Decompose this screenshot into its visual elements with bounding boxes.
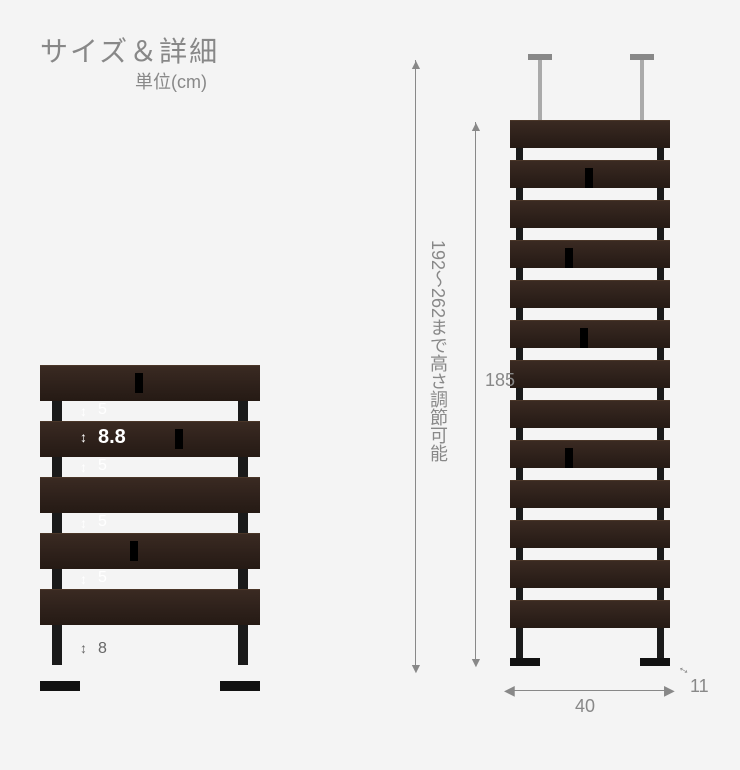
detail-slat bbox=[40, 365, 260, 401]
full-slat bbox=[510, 200, 670, 228]
hook-icon bbox=[565, 248, 573, 268]
full-slat bbox=[510, 360, 670, 388]
full-foot-right bbox=[640, 658, 670, 666]
full-rack bbox=[510, 120, 670, 660]
arrow-vertical-icon: ↕ bbox=[80, 515, 87, 531]
full-slat bbox=[510, 440, 670, 468]
full-slat bbox=[510, 600, 670, 628]
panel-height-label: 185 bbox=[485, 370, 515, 391]
arrow-left-icon: ◀ bbox=[504, 682, 515, 699]
full-slat bbox=[510, 280, 670, 308]
arrow-down-icon: ▼ bbox=[409, 660, 423, 676]
height-range-label: 192～262まで高さ調節可能 bbox=[425, 240, 451, 462]
dim-line-panel bbox=[475, 122, 476, 662]
full-slat bbox=[510, 560, 670, 588]
full-slat bbox=[510, 520, 670, 548]
detail-foot-right bbox=[220, 681, 260, 691]
detail-slat bbox=[40, 477, 260, 513]
arrow-vertical-icon: ↕ bbox=[80, 429, 87, 445]
hook-icon bbox=[135, 373, 143, 393]
unit-label: 単位(cm) bbox=[135, 68, 207, 94]
full-foot-left bbox=[510, 658, 540, 666]
full-slat bbox=[510, 320, 670, 348]
full-slat bbox=[510, 400, 670, 428]
hook-icon bbox=[585, 168, 593, 188]
depth-label: 11 bbox=[690, 676, 709, 697]
arrow-vertical-icon: ↕ bbox=[80, 459, 87, 475]
full-panel: ▲ ▼ 192～262まで高さ調節可能 ▲ ▼ 185 ◀ ▶ 40 ↔ 11 bbox=[380, 60, 680, 740]
hook-icon bbox=[565, 448, 573, 468]
hook-icon bbox=[580, 328, 588, 348]
detail-slat bbox=[40, 533, 260, 569]
width-label: 40 bbox=[575, 696, 595, 717]
gap-label: 5 bbox=[98, 401, 107, 419]
arrow-up-icon: ▲ bbox=[409, 56, 423, 72]
gap-label: 5 bbox=[98, 569, 107, 587]
arrow-down-icon: ▼ bbox=[469, 654, 483, 670]
section-title: サイズ＆詳細 bbox=[40, 30, 219, 70]
foot-height-label: 8 bbox=[98, 640, 107, 658]
full-slat bbox=[510, 240, 670, 268]
arrow-vertical-icon: ↕ bbox=[80, 571, 87, 587]
arrow-vertical-icon: ↕ bbox=[80, 403, 87, 419]
hook-icon bbox=[130, 541, 138, 561]
detail-slat bbox=[40, 589, 260, 625]
hook-icon bbox=[175, 429, 183, 449]
gap-label: 5 bbox=[98, 457, 107, 475]
full-slat bbox=[510, 120, 670, 148]
arrow-vertical-icon: ↕ bbox=[80, 640, 87, 656]
detail-foot-left bbox=[40, 681, 80, 691]
arrow-up-icon: ▲ bbox=[469, 118, 483, 134]
detail-panel: ↕ 8.8 ↕ 5 ↕ 5 ↕ 5 ↕ 5 ↕ 8 bbox=[40, 365, 260, 685]
arrow-right-icon: ▶ bbox=[664, 682, 675, 699]
full-slat bbox=[510, 480, 670, 508]
gap-label: 5 bbox=[98, 513, 107, 531]
detail-slat bbox=[40, 421, 260, 457]
slat-height-label: 8.8 bbox=[98, 426, 126, 449]
dim-line-range bbox=[415, 60, 416, 670]
dim-line-width bbox=[510, 690, 670, 691]
